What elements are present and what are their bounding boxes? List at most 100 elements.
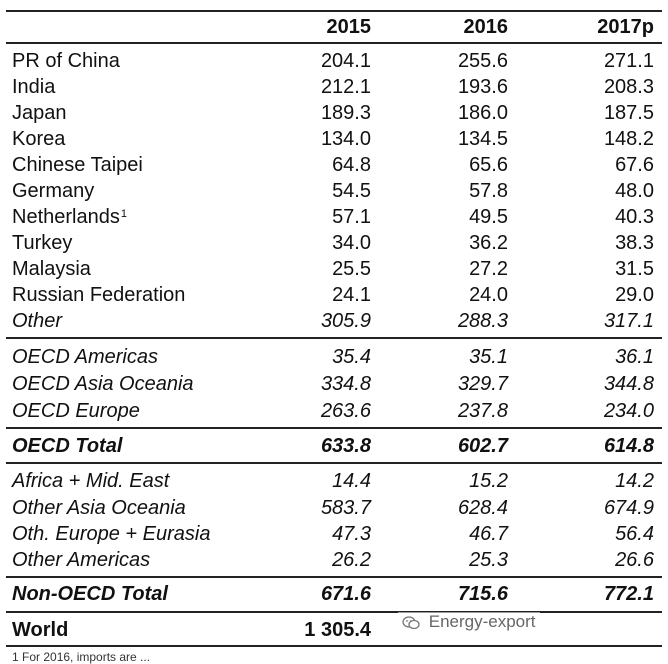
value-2017: 14.2 (615, 470, 654, 492)
row-label: Oth. Europe + Eurasia (12, 523, 211, 545)
value-2016: 25.3 (469, 549, 508, 571)
value-2017: 271.1 (603, 50, 654, 72)
value-2017: 614.8 (603, 435, 654, 457)
footnote-text: 1 For 2016, imports are ... (12, 650, 151, 664)
row-label: OECD Total (12, 435, 123, 457)
value-2015: 583.7 (320, 497, 371, 519)
value-2017: 48.0 (615, 180, 654, 202)
table-row: Germany 54.5 57.8 48.0 (0, 178, 668, 204)
row-label: Japan (12, 102, 67, 124)
value-2017: 187.5 (603, 102, 654, 124)
row-label: Non-OECD Total (12, 583, 168, 605)
value-2015: 134.0 (320, 128, 371, 150)
value-2017: 67.6 (615, 154, 654, 176)
value-2017: 36.1 (615, 346, 654, 368)
value-2017: 674.9 (603, 497, 654, 519)
row-label-text: Netherlands (12, 206, 120, 228)
section-rule (6, 611, 662, 613)
value-2015: 64.8 (332, 154, 371, 176)
value-2016: 193.6 (457, 76, 508, 98)
header-2016: 2016 (463, 16, 509, 38)
value-2015: 57.1 (332, 206, 371, 228)
value-2015: 34.0 (332, 232, 371, 254)
value-2016: 36.2 (469, 232, 508, 254)
section-rule (6, 337, 662, 339)
watermark: Energy-export (398, 612, 540, 632)
table-row: Other Americas 26.2 25.3 26.6 (0, 547, 668, 573)
row-label: Africa + Mid. East (12, 470, 170, 492)
value-2016: 288.3 (457, 310, 508, 332)
value-2015: 24.1 (332, 284, 371, 306)
value-2016: 57.8 (469, 180, 508, 202)
value-2016: 65.6 (469, 154, 508, 176)
value-2017: 29.0 (615, 284, 654, 306)
value-2016: 186.0 (457, 102, 508, 124)
row-label: Other (12, 310, 63, 332)
value-2016: 255.6 (457, 50, 508, 72)
bottom-rule (6, 645, 662, 647)
table-row: Russian Federation 24.1 24.0 29.0 (0, 282, 668, 308)
row-label: OECD Americas (12, 346, 158, 368)
value-2015: 1 305.4 (304, 619, 371, 641)
top-rule (6, 10, 662, 12)
value-2017: 317.1 (603, 310, 654, 332)
row-label: Malaysia (12, 258, 91, 280)
value-2016: 329.7 (457, 373, 508, 395)
value-2015: 671.6 (320, 583, 371, 605)
value-2015: 263.6 (320, 400, 371, 422)
value-2017: 26.6 (615, 549, 654, 571)
row-label: PR of China (12, 50, 120, 72)
value-2015: 204.1 (320, 50, 371, 72)
row-label: India (12, 76, 56, 98)
value-2016: 237.8 (457, 400, 508, 422)
row-label: Other Asia Oceania (12, 497, 186, 519)
watermark-text: Energy-export (428, 612, 536, 631)
wechat-icon (402, 615, 420, 629)
value-2015: 189.3 (320, 102, 371, 124)
section-rule (6, 427, 662, 429)
value-2016: 46.7 (469, 523, 508, 545)
value-2015: 54.5 (332, 180, 371, 202)
value-2017: 148.2 (603, 128, 654, 150)
value-2015: 26.2 (332, 549, 371, 571)
value-2016: 134.5 (457, 128, 508, 150)
row-label: Turkey (12, 232, 73, 254)
table-row: OECD Europe 263.6 237.8 234.0 (0, 398, 668, 424)
value-2016: 602.7 (457, 435, 508, 457)
value-2016: 49.5 (469, 206, 508, 228)
table-row: Africa + Mid. East 14.4 15.2 14.2 (0, 468, 668, 494)
value-2017: 772.1 (603, 583, 654, 605)
value-2017: 40.3 (615, 206, 654, 228)
section-rule (6, 576, 662, 578)
value-2017: 31.5 (615, 258, 654, 280)
header-rule (6, 42, 662, 44)
value-2017: 344.8 (603, 373, 654, 395)
value-2015: 35.4 (332, 346, 371, 368)
value-2015: 47.3 (332, 523, 371, 545)
section-rule (6, 462, 662, 464)
table-row: OECD Americas 35.4 35.1 36.1 (0, 344, 668, 370)
value-2015: 633.8 (320, 435, 371, 457)
header-row: 2015 2016 2017p (0, 14, 668, 40)
table-row: Other Asia Oceania 583.7 628.4 674.9 (0, 495, 668, 521)
table-row: Japan 189.3 186.0 187.5 (0, 100, 668, 126)
value-2015: 212.1 (320, 76, 371, 98)
table-row: Chinese Taipei 64.8 65.6 67.6 (0, 152, 668, 178)
value-2015: 25.5 (332, 258, 371, 280)
table-row: Malaysia 25.5 27.2 31.5 (0, 256, 668, 282)
table-row: Other 305.9 288.3 317.1 (0, 308, 668, 334)
table-row: Netherlands1 57.1 49.5 40.3 (0, 204, 668, 230)
row-label: Chinese Taipei (12, 154, 143, 176)
total-row: OECD Total 633.8 602.7 614.8 (0, 433, 668, 459)
row-label: OECD Europe (12, 400, 140, 422)
value-2015: 305.9 (320, 310, 371, 332)
value-2016: 15.2 (469, 470, 508, 492)
value-2017: 234.0 (603, 400, 654, 422)
table-row: PR of China 204.1 255.6 271.1 (0, 48, 668, 74)
value-2016: 35.1 (469, 346, 508, 368)
row-label: Netherlands1 (12, 204, 127, 230)
value-2015: 14.4 (332, 470, 371, 492)
table-row: India 212.1 193.6 208.3 (0, 74, 668, 100)
world-row: World 1 305.4 (0, 617, 668, 643)
value-2016: 24.0 (469, 284, 508, 306)
